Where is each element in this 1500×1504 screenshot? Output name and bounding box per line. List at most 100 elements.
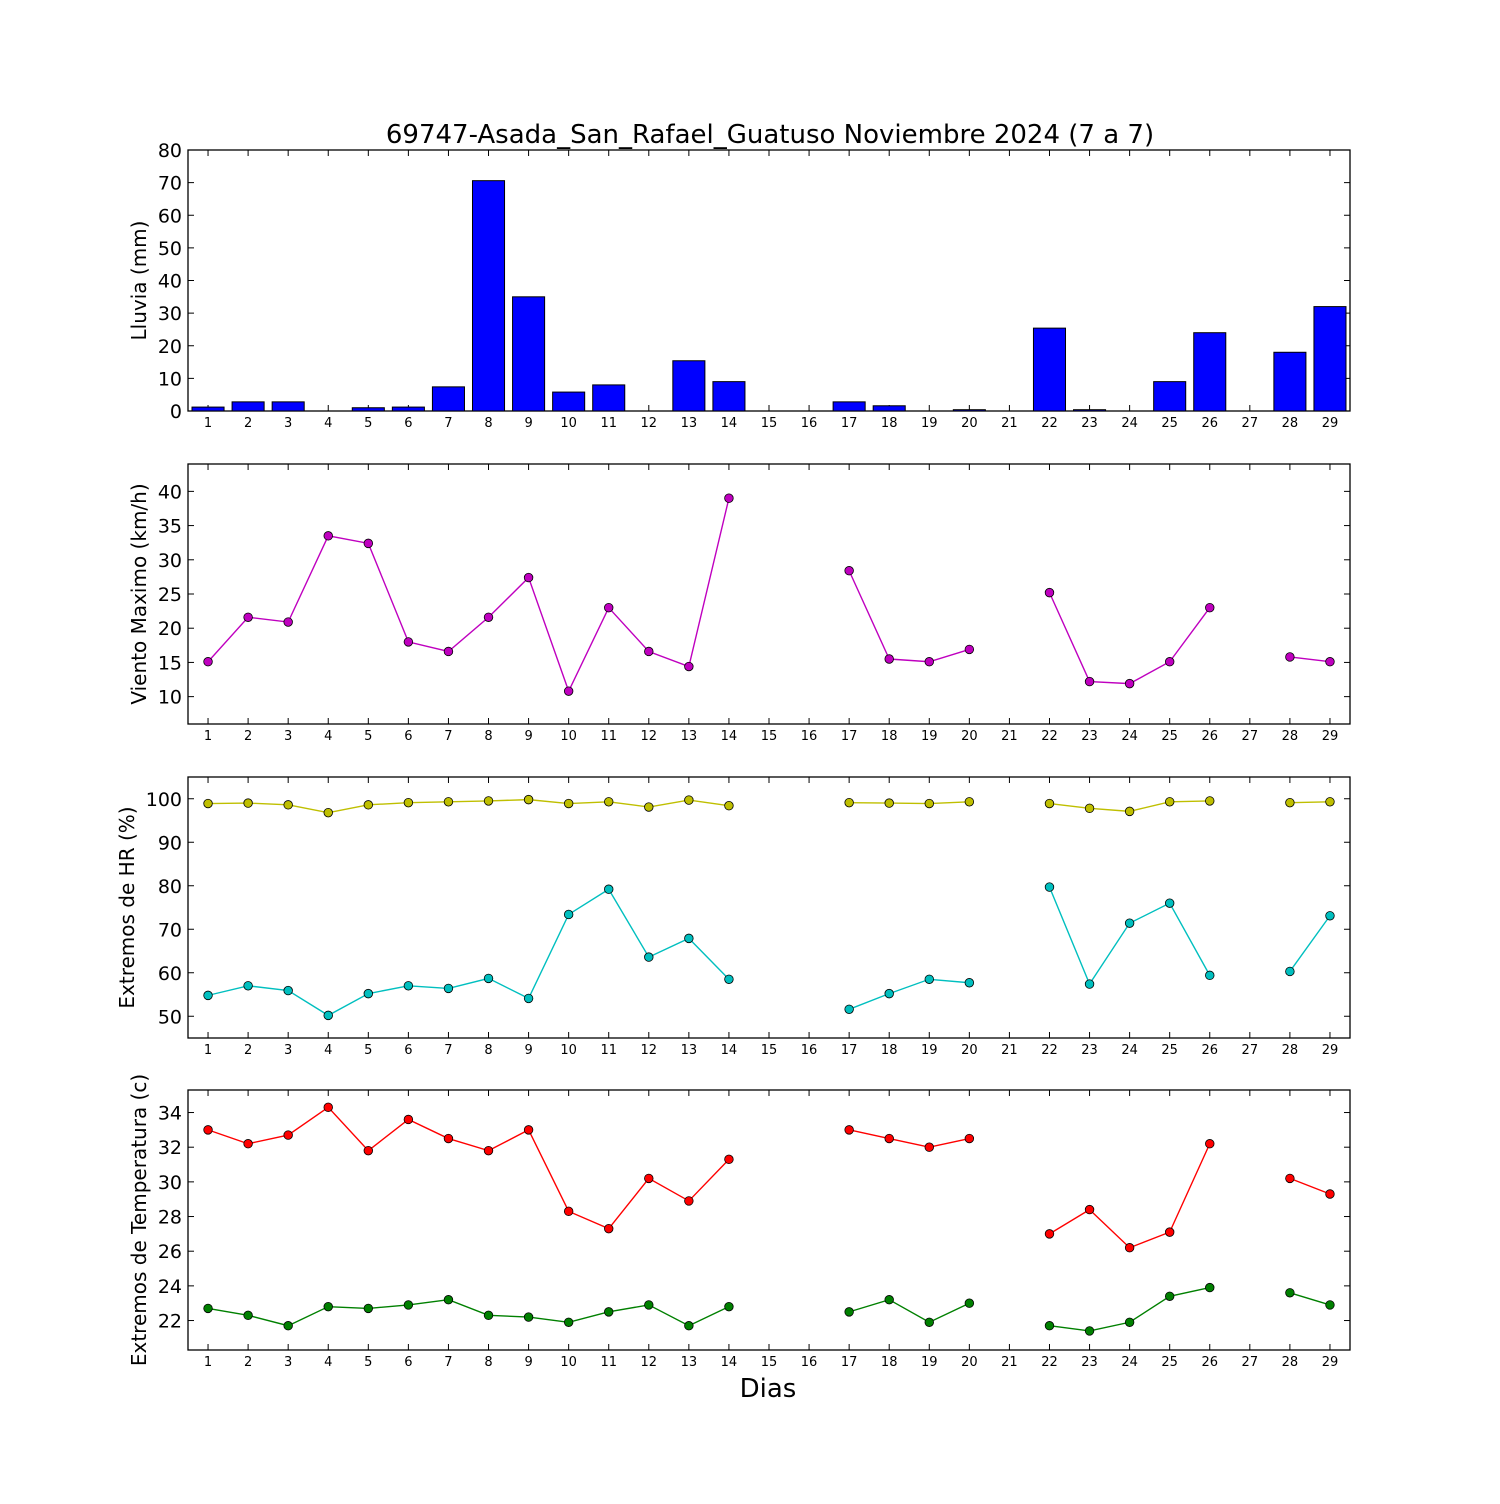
- humidity-point: [1084, 803, 1095, 814]
- humidity-point: [1124, 918, 1135, 928]
- temperature-y-axis-label: Extremos de Temperatura (c): [127, 1074, 151, 1366]
- humidity-point: [443, 983, 454, 994]
- humidity-xtick-label: 14: [721, 1043, 738, 1058]
- humidity-point: [323, 807, 333, 818]
- rain-xtick-label: 22: [1041, 416, 1058, 431]
- wind-xtick-label: 29: [1322, 729, 1339, 744]
- wind-point: [1205, 602, 1215, 613]
- rain-xtick-label: 10: [560, 416, 577, 431]
- wind-xtick-label: 25: [1161, 729, 1178, 744]
- humidity-ytick-label: 50: [158, 1006, 182, 1028]
- temperature-xtick-label: 23: [1081, 1355, 1098, 1370]
- wind-xtick-label: 5: [364, 729, 372, 744]
- temperature-point: [563, 1317, 574, 1327]
- wind-ytick-label: 30: [158, 550, 182, 572]
- humidity-ytick-label: 100: [146, 789, 182, 811]
- temperature-point: [1124, 1317, 1135, 1327]
- wind-xtick-label: 6: [404, 729, 412, 744]
- humidity-point: [363, 800, 374, 810]
- humidity-point: [563, 798, 574, 809]
- temperature-point: [243, 1310, 253, 1321]
- wind-point: [1164, 657, 1175, 667]
- rain-xtick-label: 14: [721, 416, 738, 431]
- humidity-point: [924, 974, 934, 984]
- wind-y-axis-label: Viento Maximo (km/h): [127, 483, 151, 704]
- humidity-point: [604, 884, 614, 894]
- humidity-series-line: [1289, 915, 1331, 972]
- temperature-point: [724, 1301, 734, 1312]
- wind-point: [283, 617, 293, 627]
- temperature-point: [203, 1125, 213, 1135]
- humidity-point: [844, 1004, 854, 1014]
- rain-bar: [832, 401, 866, 412]
- temperature-xtick-label: 18: [881, 1355, 898, 1370]
- rain-ytick-label: 40: [158, 271, 182, 293]
- humidity-point: [523, 794, 534, 805]
- humidity-point: [964, 978, 975, 988]
- rain-xtick-label: 16: [801, 416, 818, 431]
- temperature-point: [1325, 1300, 1335, 1310]
- temperature-ytick-label: 24: [158, 1276, 182, 1298]
- temperature-series-line: [848, 1129, 970, 1148]
- rain-bar: [712, 381, 746, 412]
- temperature-point: [403, 1114, 414, 1125]
- rain-xtick-label: 24: [1121, 416, 1138, 431]
- wind-point: [203, 657, 213, 667]
- rain-xtick-label: 15: [761, 416, 778, 431]
- rain-xtick-label: 20: [961, 416, 978, 431]
- temperature-ytick-label: 34: [158, 1103, 182, 1125]
- wind-point: [684, 661, 694, 672]
- humidity-point: [1325, 797, 1335, 807]
- wind-xtick-label: 13: [681, 729, 698, 744]
- rain-ytick-label: 50: [158, 238, 182, 260]
- rain-xtick-label: 5: [364, 416, 372, 431]
- rain-bar: [672, 360, 706, 412]
- wind-xtick-label: 3: [284, 729, 292, 744]
- rain-xtick-label: 12: [641, 416, 658, 431]
- humidity-point: [283, 800, 293, 810]
- humidity-series-line: [848, 978, 970, 1010]
- humidity-axes-frame: [187, 776, 1351, 1039]
- temperature-xtick-label: 7: [444, 1355, 452, 1370]
- wind-xtick-label: 26: [1201, 729, 1218, 744]
- temperature-xtick-label: 20: [961, 1355, 978, 1370]
- humidity-ytick-label: 90: [158, 832, 182, 854]
- temperature-point: [323, 1301, 333, 1312]
- humidity-xtick-label: 2: [244, 1043, 252, 1058]
- temperature-point: [724, 1154, 734, 1165]
- humidity-point: [684, 795, 694, 805]
- humidity-point: [403, 981, 414, 991]
- wind-ytick-label: 20: [158, 618, 182, 640]
- rain-xtick-label: 27: [1242, 416, 1259, 431]
- humidity-ytick-label: 80: [158, 876, 182, 898]
- wind-xtick-label: 4: [324, 729, 332, 744]
- temperature-point: [283, 1321, 293, 1331]
- temperature-point: [1044, 1229, 1055, 1239]
- wind-point: [924, 657, 934, 667]
- rain-ytick-label: 0: [170, 401, 182, 423]
- temperature-xtick-label: 1: [204, 1355, 212, 1370]
- temperature-point: [684, 1196, 694, 1206]
- rain-bar: [1193, 332, 1227, 412]
- humidity-xtick-label: 16: [801, 1043, 818, 1058]
- humidity-ytick-label: 70: [158, 919, 182, 941]
- rain-xtick-label: 28: [1282, 416, 1299, 431]
- temperature-xtick-label: 5: [364, 1355, 372, 1370]
- rain-bar: [952, 409, 986, 412]
- temperature-series-line: [207, 1299, 730, 1327]
- humidity-point: [964, 797, 975, 807]
- humidity-point: [1205, 796, 1215, 806]
- temperature-ytick-label: 28: [158, 1207, 182, 1229]
- humidity-xtick-label: 9: [524, 1043, 532, 1058]
- humidity-xtick-label: 29: [1322, 1043, 1339, 1058]
- temperature-xtick-label: 22: [1041, 1355, 1058, 1370]
- humidity-point: [684, 933, 694, 944]
- humidity-point: [1285, 797, 1295, 808]
- wind-xtick-label: 27: [1242, 729, 1259, 744]
- temperature-xtick-label: 3: [284, 1355, 292, 1370]
- temperature-point: [363, 1303, 374, 1314]
- wind-point: [523, 572, 534, 583]
- rain-bar: [552, 391, 586, 412]
